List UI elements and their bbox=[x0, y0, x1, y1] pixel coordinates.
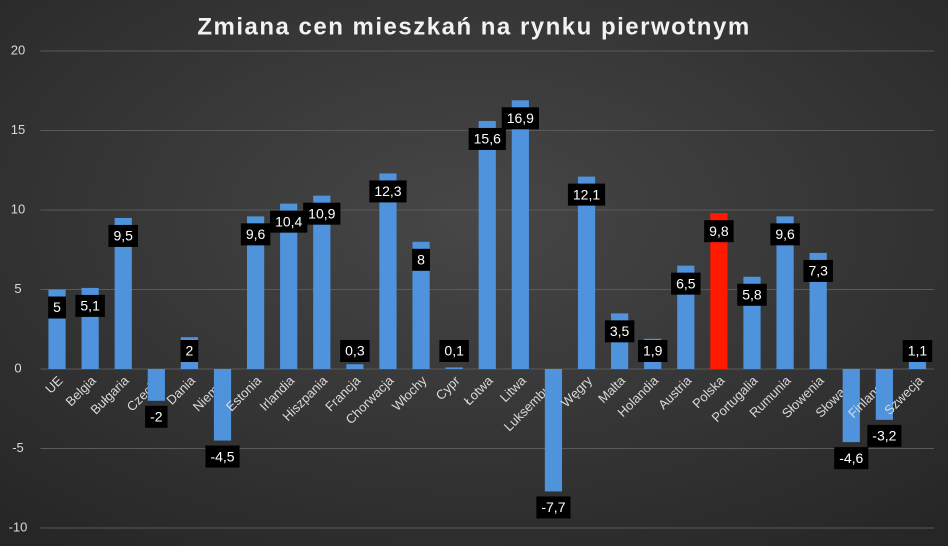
bar bbox=[842, 369, 860, 443]
value-label-box bbox=[803, 259, 833, 282]
value-label-box bbox=[567, 183, 606, 206]
value-label-box bbox=[303, 202, 341, 225]
bar bbox=[114, 217, 132, 369]
bar bbox=[213, 369, 232, 441]
bar bbox=[875, 369, 893, 420]
value-label-box bbox=[108, 224, 138, 247]
value-label: 5,8 bbox=[742, 286, 762, 302]
y-tick-label: 20 bbox=[11, 42, 25, 57]
value-label: -4,6 bbox=[839, 450, 863, 466]
value-label-box bbox=[369, 180, 407, 203]
bar bbox=[445, 367, 463, 369]
value-label: -4,5 bbox=[210, 448, 234, 464]
value-label: 9,5 bbox=[113, 228, 133, 244]
value-label: 12,1 bbox=[573, 186, 600, 202]
value-label: 12,3 bbox=[374, 183, 401, 199]
value-label-box bbox=[205, 445, 240, 468]
bar bbox=[710, 213, 728, 369]
value-label-box bbox=[867, 424, 902, 447]
value-label: 9,6 bbox=[246, 226, 266, 242]
value-label-box bbox=[770, 223, 800, 246]
value-label-box bbox=[637, 340, 668, 362]
bar bbox=[478, 120, 496, 370]
bar bbox=[313, 195, 331, 369]
value-label: 3,5 bbox=[610, 323, 630, 339]
value-label: 9,6 bbox=[775, 226, 795, 242]
bar bbox=[346, 364, 364, 369]
value-label: -3,2 bbox=[872, 428, 896, 444]
value-label-box bbox=[240, 223, 271, 246]
value-label-box bbox=[48, 296, 66, 319]
chart-title: Zmiana cen mieszkań na rynku pierwotnym bbox=[197, 13, 750, 40]
value-label-box bbox=[704, 220, 734, 243]
value-label: 7,3 bbox=[808, 263, 828, 279]
y-tick-label: 0 bbox=[14, 360, 21, 375]
value-label-box bbox=[180, 340, 199, 362]
bar bbox=[577, 176, 596, 369]
value-label: 10,4 bbox=[275, 213, 302, 229]
value-label: 5,1 bbox=[80, 298, 100, 314]
value-label: 0,3 bbox=[345, 343, 365, 359]
value-label-box bbox=[671, 272, 701, 295]
value-label-box bbox=[834, 447, 869, 470]
bar bbox=[776, 216, 794, 369]
value-label: 1,9 bbox=[643, 343, 663, 359]
value-label-box bbox=[439, 340, 469, 362]
value-label-box bbox=[536, 496, 571, 519]
y-tick-label: 15 bbox=[11, 122, 25, 137]
value-label-box bbox=[902, 340, 933, 362]
value-label: 0,1 bbox=[444, 343, 464, 359]
value-label: 5 bbox=[53, 299, 61, 315]
value-label-box bbox=[501, 107, 539, 130]
value-label: 10,9 bbox=[308, 205, 335, 221]
value-label-box bbox=[604, 320, 635, 343]
value-label-box bbox=[270, 210, 308, 233]
bar bbox=[544, 369, 563, 492]
value-label: -7,7 bbox=[541, 499, 565, 515]
value-label: 8 bbox=[417, 252, 425, 268]
bar bbox=[412, 241, 430, 369]
value-label-box bbox=[737, 283, 767, 306]
y-tick-label: -5 bbox=[12, 440, 24, 455]
bar bbox=[379, 173, 397, 369]
value-label-box bbox=[75, 294, 105, 317]
y-tick-label: 10 bbox=[11, 201, 25, 216]
bar bbox=[511, 100, 529, 369]
y-tick-label: -10 bbox=[9, 519, 28, 534]
bar bbox=[280, 203, 298, 369]
value-label-box bbox=[145, 405, 168, 428]
value-label: -2 bbox=[150, 409, 163, 425]
bar bbox=[809, 252, 827, 369]
value-label: 1,1 bbox=[908, 343, 928, 359]
value-label-box bbox=[340, 340, 370, 362]
bar bbox=[147, 369, 165, 401]
bar bbox=[246, 216, 265, 369]
value-label: 6,5 bbox=[676, 275, 696, 291]
value-label: 2 bbox=[186, 343, 194, 359]
value-label: 9,8 bbox=[709, 223, 729, 239]
y-tick-label: 5 bbox=[14, 281, 21, 296]
value-label: 15,6 bbox=[474, 131, 501, 147]
value-label-box bbox=[412, 248, 430, 271]
value-label: 16,9 bbox=[507, 110, 534, 126]
value-label-box bbox=[468, 127, 506, 150]
